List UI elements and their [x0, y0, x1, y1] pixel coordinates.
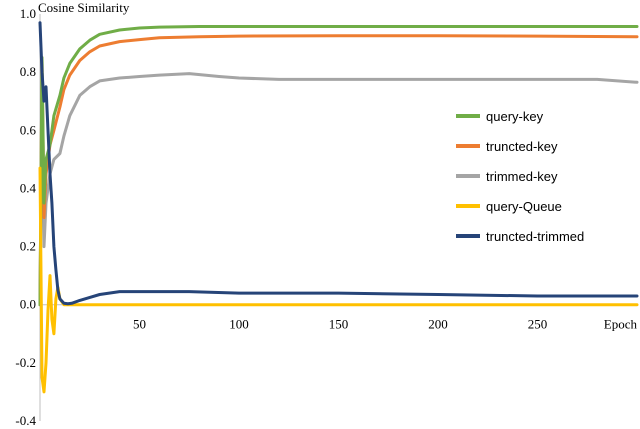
series-line-truncted-key — [38, 34, 639, 307]
x-tick-label: 200 — [428, 317, 448, 332]
series-lines — [38, 21, 639, 394]
y-axis-title: Cosine Similarity — [38, 0, 130, 15]
x-tick-label: 150 — [329, 317, 349, 332]
legend-entry: query-key — [486, 109, 544, 124]
legend-entry: trimmed-key — [486, 169, 558, 184]
x-tick-label: 100 — [229, 317, 249, 332]
legend: query-key truncted-key trimmed-key query-Qu… — [456, 109, 584, 244]
x-axis-title: Epoch — [604, 317, 638, 332]
x-tick-labels: 50 100 150 200 250 — [133, 317, 547, 332]
y-tick-label: -0.2 — [15, 355, 36, 370]
y-tick-label: 0.2 — [20, 239, 36, 254]
y-tick-label: -0.4 — [15, 413, 36, 428]
x-tick-label: 250 — [528, 317, 548, 332]
y-tick-labels: 1.0 0.8 0.6 0.4 0.2 0.0 -0.2 -0.4 — [15, 6, 36, 428]
series-line-query-key — [38, 25, 639, 307]
x-tick-label: 50 — [133, 317, 146, 332]
y-tick-label: 0.4 — [20, 180, 37, 195]
y-tick-label: 0.6 — [20, 122, 37, 137]
y-tick-label: 0.8 — [20, 64, 36, 79]
series-line-truncted-trimmed — [38, 21, 639, 306]
y-tick-label: 1.0 — [20, 6, 36, 21]
legend-entry: truncted-trimmed — [486, 229, 584, 244]
y-tick-label: 0.0 — [20, 297, 36, 312]
axes — [39, 14, 637, 421]
legend-entry: query-Queue — [486, 199, 562, 214]
series-line-trimmed-key — [38, 70, 639, 307]
legend-entry: truncted-key — [486, 139, 558, 154]
